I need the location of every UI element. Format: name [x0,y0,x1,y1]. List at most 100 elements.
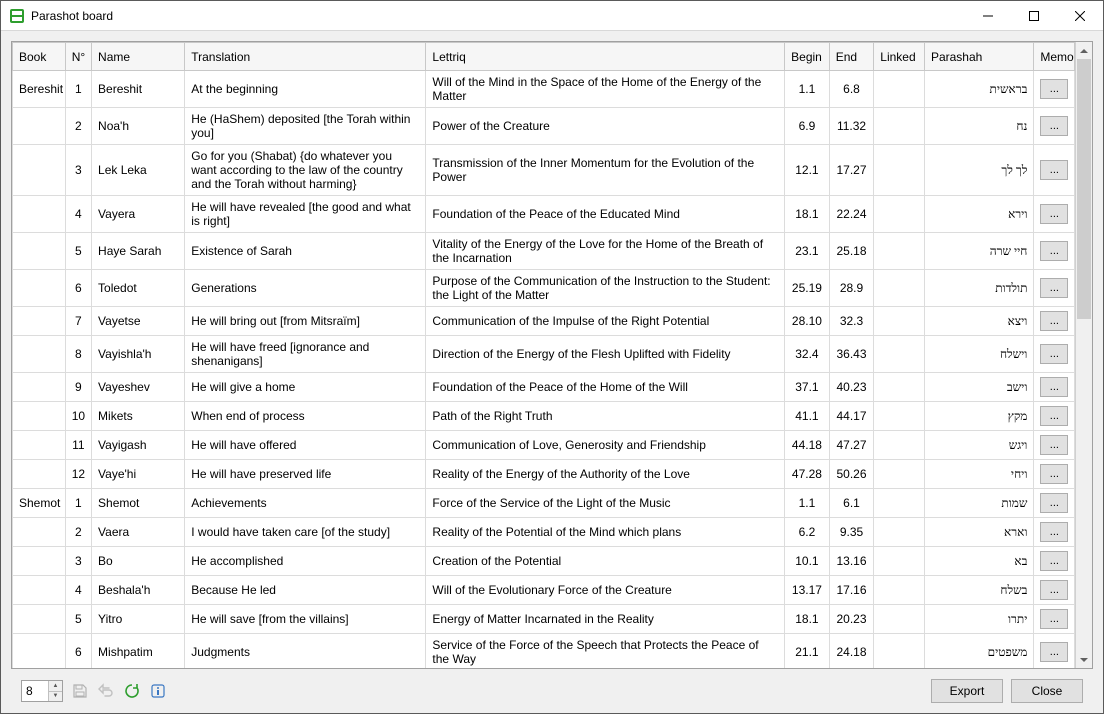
table-row[interactable]: Shemot1ShemotAchievementsForce of the Se… [13,489,1075,518]
cell-lettriq: Energy of Matter Incarnated in the Reali… [426,605,785,634]
memo-button[interactable]: ... [1040,406,1068,426]
cell-name: Mishpatim [92,634,185,669]
table-row[interactable]: 12Vaye'hiHe will have preserved lifeReal… [13,460,1075,489]
cell-parashah: שמות [924,489,1033,518]
count-stepper[interactable]: ▲ ▼ [21,680,63,702]
scroll-up-arrow-icon[interactable] [1076,42,1092,59]
cell-translation: I would have taken care [of the study] [185,518,426,547]
table-row[interactable]: 5YitroHe will save [from the villains]En… [13,605,1075,634]
export-button[interactable]: Export [931,679,1003,703]
table-row[interactable]: 4Beshala'hBecause He ledWill of the Evol… [13,576,1075,605]
table-row[interactable]: 3BoHe accomplishedCreation of the Potent… [13,547,1075,576]
footer: ▲ ▼ Export Close [11,669,1093,713]
cell-book [13,547,66,576]
col-header-end[interactable]: End [829,43,874,71]
cell-translation: He accomplished [185,547,426,576]
col-header-begin[interactable]: Begin [785,43,830,71]
table-row[interactable]: 6MishpatimJudgmentsService of the Force … [13,634,1075,669]
undo-icon [97,682,115,700]
cell-num: 1 [65,71,91,108]
memo-button[interactable]: ... [1040,435,1068,455]
col-header-lettriq[interactable]: Lettriq [426,43,785,71]
cell-parashah: וארא [924,518,1033,547]
memo-button[interactable]: ... [1040,522,1068,542]
memo-button[interactable]: ... [1040,311,1068,331]
spin-up-icon[interactable]: ▲ [49,681,62,692]
app-icon [9,8,25,24]
memo-button[interactable]: ... [1040,241,1068,261]
minimize-button[interactable] [965,1,1011,30]
table-row[interactable]: Bereshit1BereshitAt the beginningWill of… [13,71,1075,108]
grid-wrap: Book N° Name Translation Lettriq Begin E… [11,41,1093,669]
cell-begin: 41.1 [785,402,830,431]
memo-button[interactable]: ... [1040,344,1068,364]
table-row[interactable]: 4VayeraHe will have revealed [the good a… [13,196,1075,233]
scroll-down-arrow-icon[interactable] [1076,651,1092,668]
col-header-name[interactable]: Name [92,43,185,71]
cell-memo: ... [1034,307,1075,336]
table-row[interactable]: 8Vayishla'hHe will have freed [ignorance… [13,336,1075,373]
memo-button[interactable]: ... [1040,464,1068,484]
info-icon[interactable] [149,682,167,700]
cell-translation: Existence of Sarah [185,233,426,270]
cell-book [13,460,66,489]
col-header-translation[interactable]: Translation [185,43,426,71]
vertical-scrollbar[interactable] [1075,42,1092,668]
table-row[interactable]: 7VayetseHe will bring out [from Mitsraïm… [13,307,1075,336]
table-row[interactable]: 11VayigashHe will have offeredCommunicat… [13,431,1075,460]
cell-num: 2 [65,518,91,547]
refresh-icon[interactable] [123,682,141,700]
table-row[interactable]: 10MiketsWhen end of processPath of the R… [13,402,1075,431]
cell-linked [874,605,925,634]
close-form-button[interactable]: Close [1011,679,1083,703]
cell-begin: 28.10 [785,307,830,336]
cell-parashah: ויחי [924,460,1033,489]
memo-button[interactable]: ... [1040,642,1068,662]
cell-memo: ... [1034,233,1075,270]
close-button[interactable] [1057,1,1103,30]
cell-lettriq: Will of the Mind in the Space of the Hom… [426,71,785,108]
cell-memo: ... [1034,336,1075,373]
cell-begin: 1.1 [785,71,830,108]
cell-memo: ... [1034,431,1075,460]
maximize-button[interactable] [1011,1,1057,30]
scroll-thumb[interactable] [1077,59,1091,319]
cell-end: 17.27 [829,145,874,196]
table-row[interactable]: 2VaeraI would have taken care [of the st… [13,518,1075,547]
table-header-row: Book N° Name Translation Lettriq Begin E… [13,43,1075,71]
memo-button[interactable]: ... [1040,377,1068,397]
spin-down-icon[interactable]: ▼ [49,692,62,702]
cell-memo: ... [1034,108,1075,145]
col-header-parashah[interactable]: Parashah [924,43,1033,71]
cell-book [13,196,66,233]
col-header-memo[interactable]: Memo [1034,43,1075,71]
table-row[interactable]: 5Haye SarahExistence of SarahVitality of… [13,233,1075,270]
table-row[interactable]: 2Noa'hHe (HaShem) deposited [the Torah w… [13,108,1075,145]
col-header-num[interactable]: N° [65,43,91,71]
memo-button[interactable]: ... [1040,204,1068,224]
table-row[interactable]: 9VayeshevHe will give a homeFoundation o… [13,373,1075,402]
memo-button[interactable]: ... [1040,580,1068,600]
memo-button[interactable]: ... [1040,79,1068,99]
cell-lettriq: Purpose of the Communication of the Inst… [426,270,785,307]
cell-translation: He will have offered [185,431,426,460]
cell-num: 6 [65,634,91,669]
memo-button[interactable]: ... [1040,278,1068,298]
cell-memo: ... [1034,518,1075,547]
cell-lettriq: Creation of the Potential [426,547,785,576]
cell-end: 25.18 [829,233,874,270]
col-header-linked[interactable]: Linked [874,43,925,71]
memo-button[interactable]: ... [1040,609,1068,629]
cell-end: 32.3 [829,307,874,336]
cell-linked [874,431,925,460]
cell-parashah: מקץ [924,402,1033,431]
col-header-book[interactable]: Book [13,43,66,71]
memo-button[interactable]: ... [1040,493,1068,513]
memo-button[interactable]: ... [1040,116,1068,136]
count-input[interactable] [22,681,48,701]
cell-memo: ... [1034,576,1075,605]
table-row[interactable]: 3Lek LekaGo for you (Shabat) {do whateve… [13,145,1075,196]
memo-button[interactable]: ... [1040,551,1068,571]
table-row[interactable]: 6ToledotGenerationsPurpose of the Commun… [13,270,1075,307]
memo-button[interactable]: ... [1040,160,1068,180]
